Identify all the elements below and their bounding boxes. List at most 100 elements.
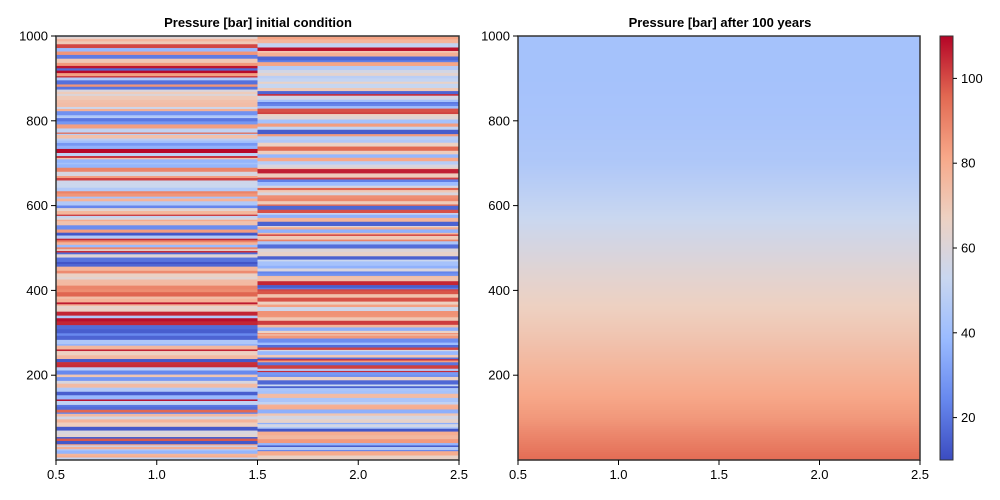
strata-cell	[257, 333, 459, 335]
strata-cell	[257, 301, 459, 305]
profile-row	[518, 308, 920, 311]
strata-cell	[257, 112, 459, 115]
strata-cell	[56, 355, 258, 360]
strata-cell	[56, 277, 258, 280]
strata-cell	[56, 187, 258, 192]
strata-cell	[56, 264, 258, 267]
strata-cell	[56, 247, 258, 250]
strata-cell	[56, 180, 258, 185]
strata-cell	[257, 50, 459, 53]
strata-cell	[56, 48, 258, 52]
profile-row	[518, 348, 920, 351]
strata-cell	[56, 305, 258, 310]
strata-cell	[257, 179, 459, 183]
strata-cell	[257, 91, 459, 95]
profile-row	[518, 328, 920, 331]
strata-cell	[257, 342, 459, 346]
strata-cell	[56, 318, 258, 322]
profile-row	[518, 82, 920, 85]
strata-cell	[257, 239, 459, 242]
profile-row	[518, 54, 920, 57]
strata-cell	[56, 133, 258, 136]
profile-row	[518, 110, 920, 113]
profile-row	[518, 420, 920, 423]
profile-row	[518, 130, 920, 133]
left-chart-title: Pressure [bar] initial condition	[164, 15, 352, 30]
strata-cell	[257, 386, 459, 389]
profile-row	[518, 148, 920, 151]
profile-row	[518, 120, 920, 123]
strata-cell	[257, 277, 459, 282]
strata-cell	[257, 290, 459, 295]
strata-cell	[257, 273, 459, 277]
strata-cell	[257, 259, 459, 262]
profile-row	[518, 316, 920, 319]
strata-cell	[56, 387, 258, 393]
profile-row	[518, 408, 920, 411]
strata-cell	[257, 69, 459, 74]
profile-row	[518, 98, 920, 101]
profile-row	[518, 368, 920, 371]
profile-row	[518, 438, 920, 441]
right-chart-title: Pressure [bar] after 100 years	[629, 15, 812, 30]
strata-cell	[56, 240, 258, 243]
strata-cell	[257, 402, 459, 405]
strata-cell	[257, 265, 459, 269]
strata-cell	[257, 157, 459, 162]
strata-cell	[56, 329, 258, 334]
profile-row	[518, 206, 920, 209]
profile-row	[518, 136, 920, 139]
strata-cell	[56, 270, 258, 274]
strata-cell	[56, 254, 258, 258]
profile-row	[518, 356, 920, 359]
strata-cell	[56, 145, 258, 150]
strata-cell	[257, 39, 459, 44]
strata-cell	[257, 205, 459, 211]
strata-cell	[56, 377, 258, 382]
strata-cell	[257, 388, 459, 392]
strata-cell	[56, 116, 258, 119]
profile-row	[518, 174, 920, 177]
profile-row	[518, 268, 920, 271]
strata-cell	[56, 214, 258, 217]
profile-row	[518, 360, 920, 363]
strata-cell	[257, 338, 459, 343]
strata-cell	[257, 126, 459, 131]
strata-cell	[56, 362, 258, 366]
profile-row	[518, 414, 920, 417]
strata-cell	[257, 99, 459, 103]
strata-cell	[257, 275, 459, 278]
profile-row	[518, 416, 920, 419]
strata-cell	[257, 75, 459, 79]
profile-row	[518, 364, 920, 367]
strata-cell	[257, 182, 459, 187]
left-y-tick-label: 1000	[19, 29, 48, 44]
profile-row	[518, 226, 920, 229]
profile-row	[518, 56, 920, 59]
profile-row	[518, 250, 920, 253]
profile-row	[518, 258, 920, 261]
profile-row	[518, 412, 920, 415]
profile-row	[518, 418, 920, 421]
right-y-tick-label: 600	[488, 198, 510, 213]
strata-cell	[56, 333, 258, 337]
strata-cell	[56, 36, 258, 38]
strata-cell	[257, 307, 459, 312]
right-y-tick-label: 800	[488, 113, 510, 128]
strata-cell	[56, 422, 258, 428]
profile-row	[518, 102, 920, 105]
profile-row	[518, 456, 920, 459]
profile-row	[518, 60, 920, 63]
strata-cell	[56, 406, 258, 411]
right-axes: 0.5 1.0 1.5 2.0 2.5 200 400 600 800 1000	[481, 29, 929, 483]
profile-row	[518, 432, 920, 435]
strata-cell	[56, 99, 258, 104]
strata-cell	[56, 77, 258, 81]
strata-cell	[257, 311, 459, 316]
strata-cell	[56, 404, 258, 408]
profile-row	[518, 92, 920, 95]
strata-cell	[257, 235, 459, 240]
strata-cell	[257, 185, 459, 189]
strata-cell	[257, 424, 459, 428]
profile-row	[518, 238, 920, 241]
